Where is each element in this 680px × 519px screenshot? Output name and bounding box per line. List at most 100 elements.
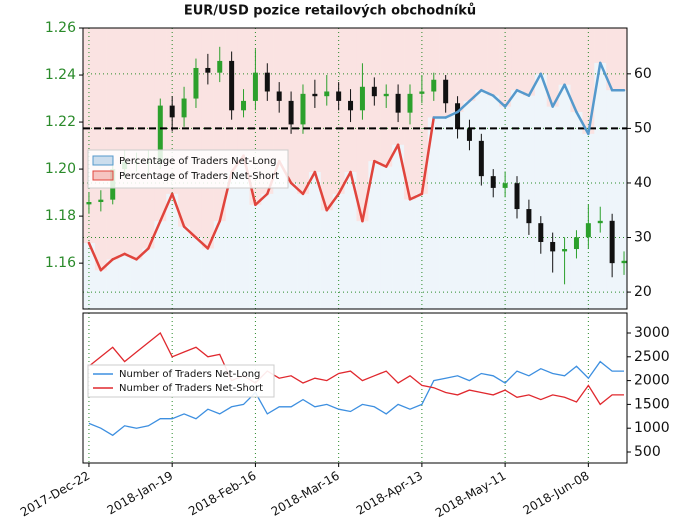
sentiment-line <box>254 192 269 207</box>
short-shade <box>142 28 155 249</box>
series-line <box>88 331 624 406</box>
short-shade <box>213 28 226 222</box>
long-shade <box>154 221 167 309</box>
candle-body <box>478 140 484 177</box>
y2-tick-label: 60 <box>634 66 652 82</box>
long-shade <box>273 161 286 309</box>
long-shade <box>106 259 119 309</box>
legend-label: Number of Traders Net-Long <box>119 369 260 380</box>
y-tick-label: 1.24 <box>45 67 76 83</box>
short-shade <box>332 28 345 194</box>
short-shade <box>511 28 523 91</box>
plot-frame <box>82 27 628 310</box>
short-shade <box>606 28 619 91</box>
candle-body <box>395 93 401 113</box>
plot-layer: 2017-Dec-22 2018-Jan-19 2018-Feb-16 2018-Ma… <box>18 20 670 519</box>
candle-body <box>252 72 258 101</box>
legend-box <box>87 149 289 189</box>
long-shade <box>380 166 393 309</box>
y-tick-label: 1.16 <box>45 255 76 271</box>
short-shade <box>570 28 583 113</box>
long-shade <box>83 242 95 309</box>
long-shade <box>94 270 107 309</box>
candle-body <box>490 176 496 188</box>
short-shade <box>499 28 512 107</box>
short-shade <box>190 28 202 238</box>
candle-body <box>621 260 627 264</box>
candle-body <box>348 100 354 111</box>
long-shade <box>463 101 476 309</box>
short-shade <box>451 28 464 113</box>
sentiment-line <box>206 219 221 250</box>
series-line <box>88 360 624 437</box>
short-shade <box>106 28 119 260</box>
candle-body <box>538 223 544 242</box>
long-shade <box>332 193 345 309</box>
sentiment-line <box>123 252 138 261</box>
sentiment-line <box>349 170 364 223</box>
candle-body <box>502 183 508 188</box>
long-shade <box>415 193 428 309</box>
candle-body <box>514 183 520 210</box>
candle-body <box>157 105 163 163</box>
sentiment-line <box>289 181 305 196</box>
legend: Percentage of Traders Net-Long Percentag… <box>87 149 289 189</box>
candle-body <box>597 220 603 224</box>
x-tick-label: 2018-Jun-08 <box>521 469 592 518</box>
y-tick-label: 1.18 <box>45 208 76 224</box>
sentiment-line <box>396 143 412 201</box>
long-shade <box>487 95 500 309</box>
candle-body <box>550 241 556 252</box>
y-tick-label: 1500 <box>634 396 670 412</box>
sentiment-line <box>539 72 554 108</box>
candle-body <box>466 129 472 141</box>
sentiment-line <box>598 61 614 92</box>
y-tick-label: 2500 <box>634 349 670 365</box>
long-shade <box>570 112 583 309</box>
x-tick-label: 2018-May-11 <box>433 469 508 519</box>
x-tick-label: 2018-Mar-16 <box>269 469 342 519</box>
long-shade <box>439 117 452 310</box>
sentiment-line <box>194 236 210 250</box>
candle-body <box>407 93 413 113</box>
long-shade <box>451 112 464 309</box>
long-shade <box>427 117 440 310</box>
sentiment-line <box>468 88 483 103</box>
candle-body <box>264 72 270 92</box>
long-shade <box>320 210 333 309</box>
candle-body <box>193 67 199 99</box>
long-shade <box>368 161 381 309</box>
sentiment-line <box>575 110 590 136</box>
long-shade <box>356 221 369 309</box>
short-shade <box>356 28 369 222</box>
candle-body <box>562 249 568 252</box>
y-tick-label: 2000 <box>634 373 670 389</box>
short-shade <box>463 28 476 102</box>
y-tick-label: 1.26 <box>45 20 76 36</box>
long-shade <box>534 73 547 309</box>
x-tick-label: 2018-Jan-19 <box>105 469 176 518</box>
long-shade <box>594 62 607 310</box>
long-shade <box>213 221 226 309</box>
candle-body <box>419 91 425 94</box>
candle-body <box>241 100 247 111</box>
long-shade <box>166 193 179 309</box>
short-shade <box>415 28 428 194</box>
long-shade <box>190 237 202 309</box>
long-shade <box>392 144 405 309</box>
candle-body <box>585 223 591 238</box>
short-shade <box>94 28 107 271</box>
candle-body <box>336 91 342 101</box>
x-tick-label: 2017-Dec-22 <box>18 469 92 519</box>
sentiment-line <box>384 143 400 168</box>
long-shade <box>201 248 214 309</box>
sentiment-line <box>182 225 198 239</box>
chart-title: EUR/USD pozice retailových obchodníků <box>184 4 476 19</box>
y2-tick-label: 40 <box>634 175 652 191</box>
sentiment-line <box>563 83 578 114</box>
long-shade <box>285 182 298 309</box>
short-shade <box>261 28 274 194</box>
candle-body <box>205 67 211 73</box>
short-shade <box>118 28 131 254</box>
